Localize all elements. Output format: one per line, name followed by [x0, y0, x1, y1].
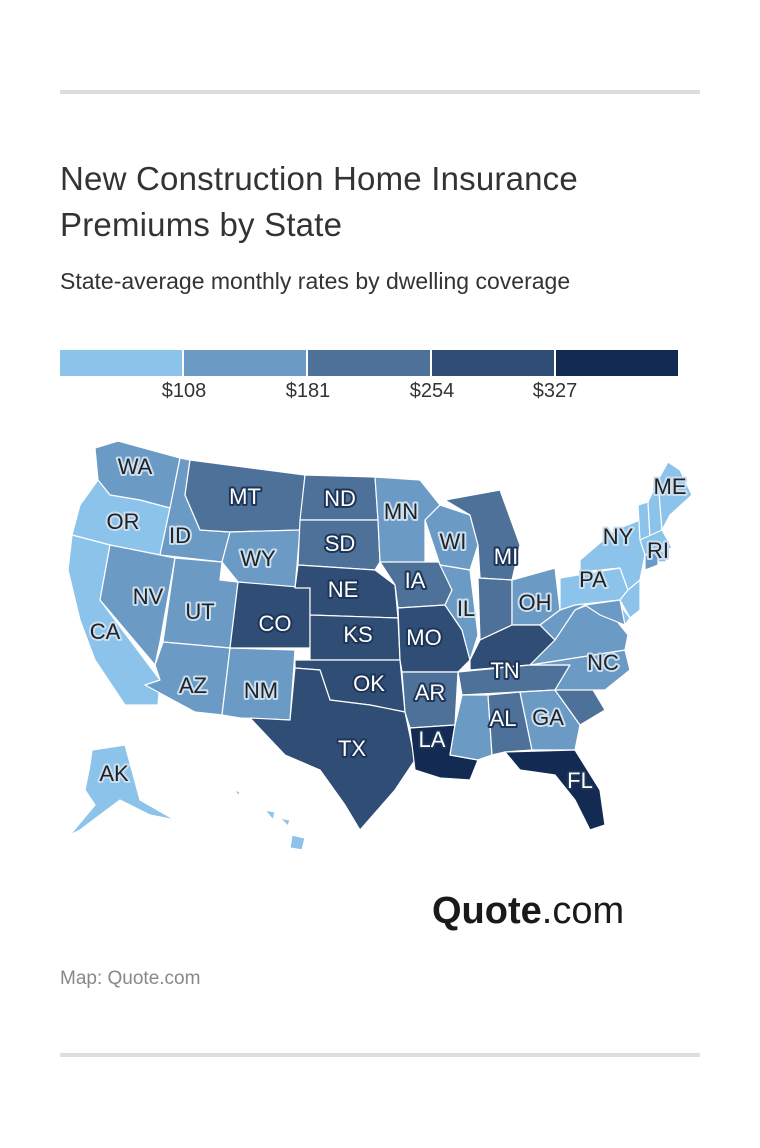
legend-threshold: $327 — [532, 380, 578, 402]
state-md — [584, 599, 626, 626]
legend-labels: $108 $181 $254 $327 — [60, 380, 678, 406]
state-ct — [644, 551, 659, 571]
source-note: Map: Quote.com — [60, 968, 201, 989]
state-label-ak: AK — [99, 761, 129, 786]
state-tx — [249, 667, 416, 831]
state-label-me: ME — [654, 474, 687, 499]
us-choropleth-map: WA OR CA ID NV UT AZ MT WY CO NM ND SD NE KS OK TX MN IA MO… — [0, 420, 760, 870]
state-ak — [69, 744, 176, 836]
state-label-wy: WY — [240, 546, 276, 571]
chart-subtitle: State-average monthly rates by dwelling … — [60, 268, 571, 294]
state-label-nm: NM — [244, 678, 278, 703]
state-label-al: AL — [490, 706, 517, 731]
state-label-ar: AR — [415, 680, 446, 705]
state-il — [439, 564, 479, 661]
top-divider — [60, 90, 700, 94]
state-label-mt: MT — [229, 484, 261, 509]
bottom-divider — [60, 1053, 700, 1057]
state-label-ga: GA — [532, 705, 564, 730]
state-label-ut: UT — [185, 599, 214, 624]
state-ma — [639, 529, 673, 556]
legend-bin-1 — [60, 350, 182, 376]
state-label-nc: NC — [587, 650, 619, 675]
state-label-ca: CA — [90, 619, 121, 644]
legend-threshold: $181 — [285, 380, 331, 402]
state-nv — [99, 544, 176, 666]
legend-bin-3 — [308, 350, 430, 376]
state-label-il: IL — [457, 596, 475, 621]
legend-bin-4 — [432, 350, 554, 376]
state-label-nd: ND — [324, 486, 356, 511]
state-label-ri: RI — [647, 538, 669, 563]
state-label-ks: KS — [343, 622, 372, 647]
state-label-ia: IA — [405, 568, 426, 593]
state-label-mo: MO — [406, 625, 441, 650]
state-label-wi: WI — [440, 529, 467, 554]
state-label-ny: NY — [603, 524, 634, 549]
state-label-or: OR — [107, 509, 140, 534]
legend-bin-2 — [184, 350, 306, 376]
state-sd — [297, 519, 381, 571]
state-label-nv: NV — [133, 584, 164, 609]
state-mn — [374, 476, 441, 566]
state-label-az: AZ — [179, 673, 207, 698]
legend-bin-5 — [556, 350, 678, 376]
state-al — [487, 691, 533, 756]
state-label-oh: OH — [519, 590, 552, 615]
state-label-tn: TN — [490, 658, 519, 683]
state-label-fl: FL — [567, 768, 593, 793]
chart-title: New Construction Home Insurance Premiums… — [60, 160, 578, 243]
legend-threshold: $108 — [161, 380, 207, 402]
state-label-co: CO — [259, 611, 292, 636]
state-label-wa: WA — [118, 454, 153, 479]
state-hi — [234, 789, 306, 851]
state-label-ne: NE — [328, 577, 359, 602]
quote-logo: Quote.com — [432, 890, 625, 932]
state-label-tx: TX — [338, 736, 366, 761]
state-label-mn: MN — [384, 499, 418, 524]
legend-threshold: $254 — [409, 380, 455, 402]
state-label-pa: PA — [579, 567, 607, 592]
color-legend — [60, 350, 678, 376]
state-label-sd: SD — [325, 531, 356, 556]
state-label-id: ID — [169, 523, 191, 548]
state-label-la: LA — [419, 727, 446, 752]
state-label-ok: OK — [353, 671, 385, 696]
state-label-mi: MI — [494, 544, 518, 569]
state-nj — [619, 579, 641, 619]
state-fl — [504, 749, 606, 831]
